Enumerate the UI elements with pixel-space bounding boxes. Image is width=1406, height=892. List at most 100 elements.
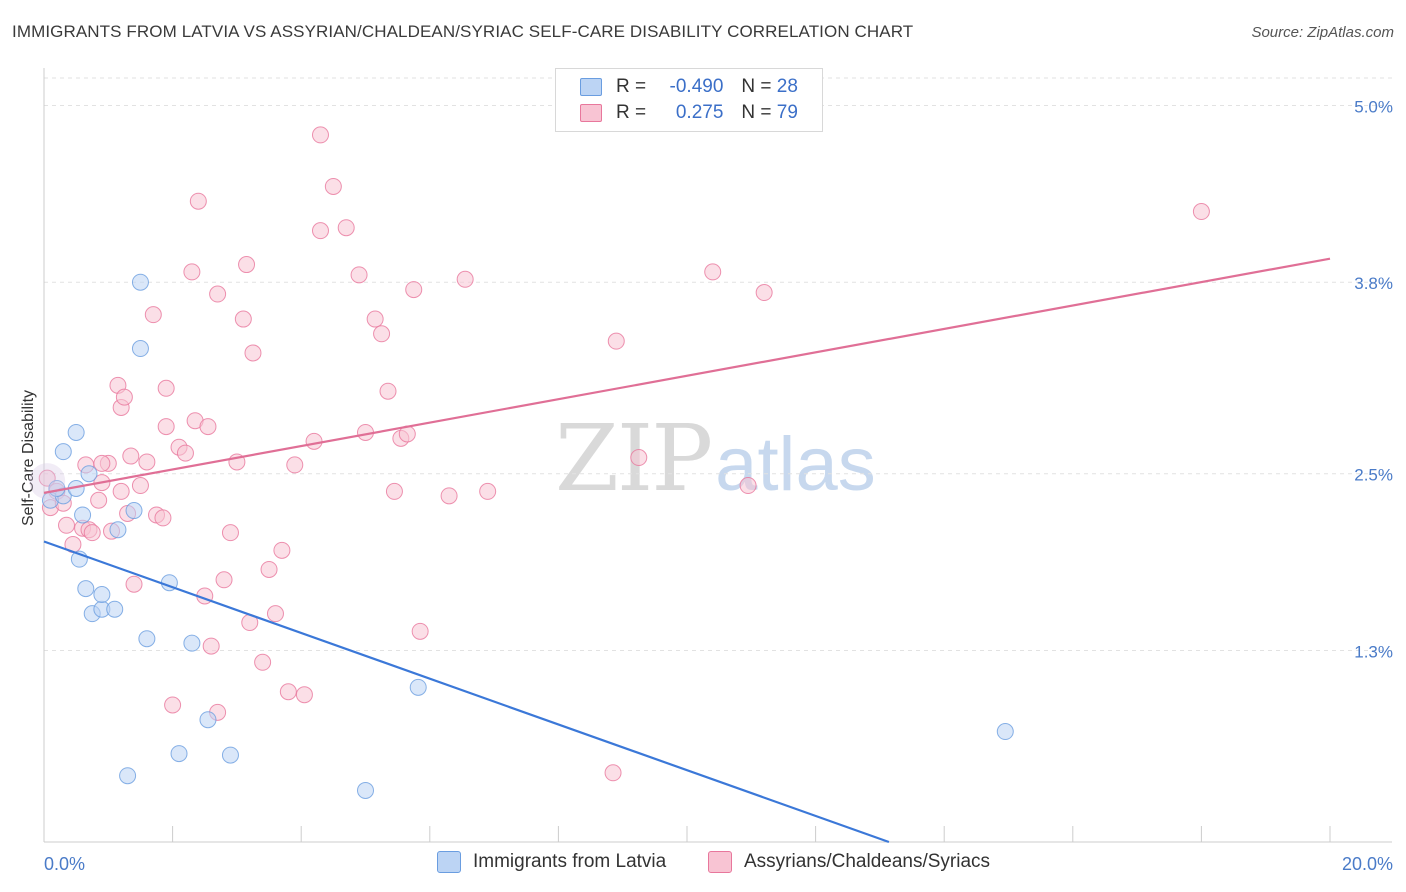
point-assyrian bbox=[90, 491, 108, 509]
point-assyrian bbox=[739, 477, 757, 495]
point-assyrian bbox=[411, 622, 429, 640]
point-latvia bbox=[77, 580, 95, 598]
point-assyrian bbox=[324, 177, 342, 195]
watermark-atlas: atlas bbox=[715, 422, 876, 507]
point-assyrian bbox=[122, 447, 140, 465]
correlation-legend: R = -0.490 N = 28 R = 0.275 N = 79 bbox=[555, 68, 823, 132]
point-assyrian bbox=[215, 571, 233, 589]
source-credit: Source: ZipAtlas.com bbox=[1251, 24, 1394, 41]
point-assyrian bbox=[379, 382, 397, 400]
point-assyrian bbox=[604, 764, 622, 782]
point-latvia bbox=[409, 678, 427, 696]
point-assyrian bbox=[202, 637, 220, 655]
point-assyrian bbox=[373, 325, 391, 343]
point-assyrian bbox=[295, 686, 313, 704]
point-assyrian bbox=[456, 270, 474, 288]
point-assyrian bbox=[607, 332, 625, 350]
point-assyrian bbox=[260, 560, 278, 578]
y-tick-label: 3.8% bbox=[1354, 274, 1393, 293]
point-latvia bbox=[138, 630, 156, 648]
point-assyrian bbox=[157, 418, 175, 436]
point-latvia bbox=[106, 600, 124, 618]
point-latvia bbox=[109, 521, 127, 539]
point-latvia bbox=[221, 746, 239, 764]
legend-r-value: -0.490 bbox=[669, 76, 724, 97]
point-assyrian bbox=[440, 487, 458, 505]
y-tick-label: 1.3% bbox=[1354, 643, 1393, 662]
legend-swatch-assyrian bbox=[580, 104, 602, 122]
series-legend-label: Immigrants from Latvia bbox=[473, 851, 667, 872]
point-latvia bbox=[996, 723, 1014, 741]
point-assyrian bbox=[125, 575, 143, 593]
point-latvia bbox=[93, 586, 111, 604]
legend-row-assyrian: R = 0.275 N = 79 bbox=[580, 101, 798, 125]
point-latvia bbox=[54, 443, 72, 461]
point-assyrian bbox=[286, 456, 304, 474]
legend-n-label: N = bbox=[741, 102, 772, 123]
chart-title: IMMIGRANTS FROM LATVIA VS ASSYRIAN/CHALD… bbox=[12, 22, 914, 41]
point-assyrian bbox=[209, 285, 227, 303]
point-assyrian bbox=[1192, 203, 1210, 221]
point-assyrian bbox=[479, 482, 497, 500]
point-latvia bbox=[125, 502, 143, 520]
legend-n-value: 28 bbox=[776, 76, 798, 97]
point-latvia bbox=[199, 711, 217, 729]
point-assyrian bbox=[131, 477, 149, 495]
point-latvia bbox=[119, 767, 137, 785]
point-assyrian bbox=[254, 653, 272, 671]
point-assyrian bbox=[144, 306, 162, 324]
point-latvia bbox=[183, 634, 201, 652]
series-swatch-latvia bbox=[437, 851, 461, 873]
point-assyrian bbox=[93, 454, 111, 472]
series-legend-label: Assyrians/Chaldeans/Syriacs bbox=[744, 851, 991, 872]
point-assyrian bbox=[176, 444, 194, 462]
y-tick-label: 5.0% bbox=[1354, 97, 1393, 116]
point-assyrian bbox=[266, 605, 284, 623]
point-assyrian bbox=[366, 310, 384, 328]
point-assyrian bbox=[704, 263, 722, 281]
point-assyrian bbox=[630, 449, 648, 467]
trendline-assyrian bbox=[43, 257, 1331, 494]
legend-n-value: 79 bbox=[776, 102, 798, 123]
point-assyrian bbox=[154, 509, 172, 527]
point-assyrian bbox=[221, 524, 239, 542]
point-assyrian bbox=[273, 541, 291, 559]
point-assyrian bbox=[350, 266, 368, 284]
point-assyrian bbox=[83, 524, 101, 542]
point-latvia bbox=[170, 745, 188, 763]
watermark: ZIPatlas bbox=[555, 405, 876, 512]
series-legend-assyrian: Assyrians/Chaldeans/Syriacs bbox=[708, 851, 990, 873]
legend-row-latvia: R = -0.490 N = 28 bbox=[580, 75, 798, 99]
point-latvia bbox=[74, 506, 92, 524]
trendline-latvia bbox=[43, 540, 890, 844]
y-axis-label: Self-Care Disability bbox=[20, 390, 37, 526]
point-assyrian bbox=[305, 432, 323, 450]
point-assyrian bbox=[189, 192, 207, 210]
point-assyrian bbox=[311, 126, 329, 144]
point-assyrian bbox=[199, 418, 217, 436]
point-assyrian bbox=[138, 453, 156, 471]
point-assyrian bbox=[115, 388, 133, 406]
point-assyrian bbox=[157, 379, 175, 397]
point-assyrian bbox=[755, 284, 773, 302]
point-latvia bbox=[357, 781, 374, 799]
legend-r-value: 0.275 bbox=[675, 102, 724, 123]
point-latvia bbox=[131, 340, 149, 358]
point-assyrian bbox=[58, 516, 76, 534]
point-assyrian bbox=[279, 683, 297, 701]
point-assyrian bbox=[337, 219, 355, 237]
series-legend-latvia: Immigrants from Latvia bbox=[437, 851, 666, 873]
x-tick-label: 20.0% bbox=[1342, 854, 1393, 874]
point-assyrian bbox=[183, 263, 201, 281]
point-latvia bbox=[131, 273, 149, 291]
point-assyrian bbox=[234, 310, 252, 328]
legend-r-label: R = bbox=[616, 102, 647, 123]
cluster-marker bbox=[29, 463, 66, 500]
point-assyrian bbox=[164, 696, 182, 714]
legend-r-label: R = bbox=[616, 76, 647, 97]
point-assyrian bbox=[385, 482, 403, 500]
point-assyrian bbox=[112, 482, 130, 500]
legend-n-label: N = bbox=[741, 76, 772, 97]
point-latvia bbox=[67, 423, 85, 441]
